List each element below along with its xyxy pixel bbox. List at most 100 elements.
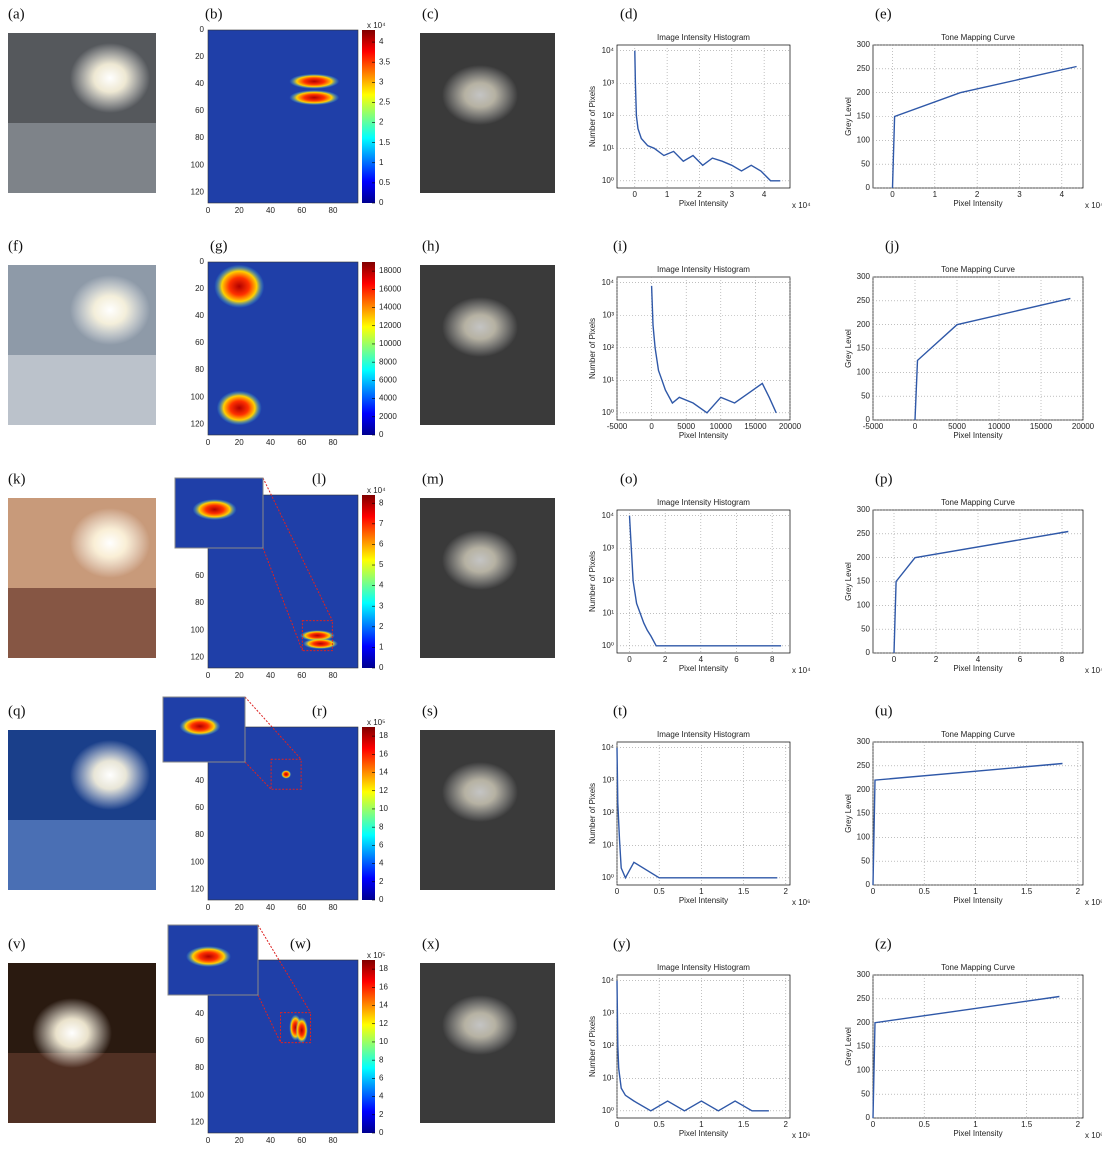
panel-label: (a) [8, 6, 25, 22]
x-tick-label: 40 [266, 206, 275, 215]
plot-area [616, 974, 791, 1119]
x-tick-label: 20000 [1072, 422, 1095, 431]
y-tick-label: 10³ [602, 78, 614, 87]
panel-label: (h) [422, 238, 440, 254]
chart-title: Tone Mapping Curve [941, 265, 1015, 274]
x-tick-label: 0 [206, 671, 211, 680]
data-line [634, 50, 781, 182]
y-tick-label: 150 [857, 344, 871, 353]
y-tick-label: 100 [857, 367, 871, 376]
heatmap-blob [303, 638, 338, 650]
heatmap-blob [281, 769, 292, 779]
chart-title: Image Intensity Histogram [657, 498, 750, 507]
heatmap-blob [289, 90, 340, 106]
y-tick-label: 10⁴ [602, 46, 615, 55]
colorbar-tick-label: 2.5 [379, 98, 391, 107]
x-tick-label: 2 [1076, 887, 1081, 896]
colorbar-tick-label: 2000 [379, 412, 397, 421]
y-axis-label: Grey Level [844, 1027, 853, 1066]
y-tick-label: 50 [861, 159, 870, 168]
x-exponent: x 10⁴ [1085, 666, 1102, 675]
colorbar-tick-label: 10 [379, 1037, 388, 1046]
y-tick-label: 10⁰ [602, 641, 614, 650]
x-tick-label: 0 [890, 190, 895, 199]
panel-label: (f) [8, 238, 23, 254]
y-tick-label: 80 [195, 830, 204, 839]
panel-label: (b) [205, 6, 223, 22]
y-tick-label: 10³ [602, 310, 614, 319]
y-tick-label: 120 [191, 652, 205, 661]
x-tick-label: 6 [734, 655, 739, 664]
y-tick-label: 60 [195, 1036, 204, 1045]
x-tick-label: 2 [663, 655, 668, 664]
chart-title: Image Intensity Histogram [657, 33, 750, 42]
x-tick-label: 15000 [744, 422, 767, 431]
x-tick-label: 1.5 [738, 887, 750, 896]
x-axis-label: Pixel Intensity [679, 199, 728, 208]
colorbar-tick-label: 4 [379, 1092, 384, 1101]
y-tick-label: 10² [602, 576, 614, 585]
colorbar [362, 495, 375, 668]
x-tick-label: 0 [892, 655, 897, 664]
tone-mapped-highlight [442, 297, 518, 357]
x-tick-label: 4 [762, 190, 767, 199]
colorbar-tick-label: 2 [379, 622, 384, 631]
x-tick-label: 1.5 [738, 1120, 750, 1129]
x-tick-label: 6 [1018, 655, 1023, 664]
x-tick-label: 60 [297, 671, 306, 680]
y-tick-label: 10⁰ [602, 873, 614, 882]
colorbar-exponent: x 10⁴ [367, 21, 386, 30]
y-tick-label: 300 [857, 505, 871, 514]
colorbar-tick-label: 6 [379, 840, 384, 849]
y-tick-label: 40 [195, 79, 204, 88]
x-exponent: x 10⁶ [1085, 1131, 1102, 1140]
y-tick-label: 200 [857, 1018, 871, 1027]
data-line [650, 285, 777, 414]
y-tick-label: 80 [195, 133, 204, 142]
x-tick-label: 20 [235, 903, 244, 912]
x-tick-label: 15000 [1030, 422, 1053, 431]
panel-label: (g) [210, 238, 228, 254]
x-exponent: x 10⁶ [1085, 898, 1102, 907]
panel-label: (o) [620, 471, 638, 487]
light-source [32, 998, 112, 1068]
zoom-box [301, 620, 333, 652]
colorbar-tick-label: 18000 [379, 266, 402, 275]
x-tick-label: 1.5 [1021, 1120, 1033, 1129]
panel-label: (e) [875, 6, 892, 22]
y-tick-label: 10¹ [602, 375, 614, 384]
y-tick-label: 150 [857, 809, 871, 818]
y-tick-label: 0 [200, 257, 205, 266]
colorbar-tick-label: 2 [379, 1110, 384, 1119]
x-tick-label: 0 [871, 1120, 876, 1129]
y-tick-label: 10⁴ [602, 743, 615, 752]
zoom-line [257, 924, 311, 1013]
x-axis-label: Pixel Intensity [953, 664, 1002, 673]
x-tick-label: 1 [973, 887, 978, 896]
x-tick-label: 4 [976, 655, 981, 664]
x-exponent: x 10⁶ [792, 1131, 810, 1140]
y-tick-label: 250 [857, 761, 871, 770]
data-line [872, 995, 1060, 1119]
panel-label: (l) [312, 471, 326, 487]
heatmap-field [207, 29, 359, 204]
y-tick-label: 120 [191, 187, 205, 196]
zoom-line [262, 477, 333, 621]
plot-area [616, 741, 791, 886]
colorbar-tick-label: 2 [379, 877, 384, 886]
data-line [914, 297, 1071, 421]
x-tick-label: 0 [871, 887, 876, 896]
x-tick-label: 2 [784, 887, 789, 896]
x-tick-label: 5000 [948, 422, 966, 431]
zoom-blob [186, 946, 231, 967]
x-tick-label: 0 [615, 887, 620, 896]
x-axis-label: Pixel Intensity [953, 896, 1002, 905]
y-tick-label: 120 [191, 419, 205, 428]
x-exponent: x 10⁴ [792, 201, 811, 210]
y-tick-label: 100 [191, 392, 205, 401]
x-tick-label: 80 [329, 1136, 338, 1145]
y-axis-label: Number of Pixels [588, 86, 597, 147]
heatmap-blob [216, 390, 262, 426]
heatmap-blob [299, 630, 335, 641]
